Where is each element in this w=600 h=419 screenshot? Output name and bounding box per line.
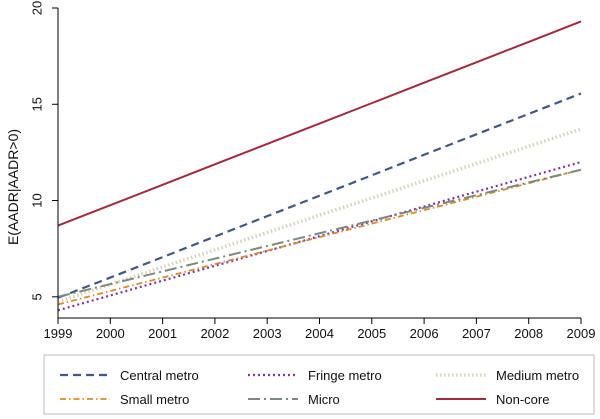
series-line-micro — [57, 168, 582, 298]
series-line-small-metro — [57, 168, 582, 306]
legend-label: Medium metro — [496, 368, 579, 383]
y-axis-label: E(AADR|AADR>0) — [5, 129, 21, 245]
x-tick-label: 2002 — [200, 326, 229, 341]
series-line-fringe-metro — [57, 160, 582, 312]
axes: 5 10 15 20 1999 2000 2001 2002 2003 2004 2005 2006 2… — [29, 1, 595, 341]
legend-label: Small metro — [120, 392, 189, 407]
x-tick-label: 2000 — [96, 326, 125, 341]
legend-label: Central metro — [120, 368, 199, 383]
legend-label: Non-core — [496, 392, 549, 407]
series-line-non-core — [57, 20, 582, 227]
x-tick-label: 2001 — [148, 326, 177, 341]
x-tick-label: 2006 — [410, 326, 439, 341]
series-line-central-metro — [57, 92, 582, 299]
x-tick-label: 2009 — [567, 326, 596, 341]
legend-box — [43, 354, 595, 415]
x-tick-label: 2004 — [305, 326, 334, 341]
series-line-medium-metro — [57, 127, 582, 304]
x-tick-label: 1999 — [44, 326, 73, 341]
y-tick-label: 5 — [29, 293, 44, 300]
y-tick-label: 15 — [29, 97, 44, 111]
legend: Central metro Fringe metro Medium metro Sma… — [43, 354, 595, 415]
legend-label: Micro — [308, 392, 340, 407]
y-tick-label: 20 — [29, 1, 44, 15]
x-tick-label: 2005 — [357, 326, 386, 341]
legend-label: Fringe metro — [308, 368, 382, 383]
x-tick-label: 2007 — [462, 326, 491, 341]
x-tick-label: 2008 — [514, 326, 543, 341]
x-tick-label: 2003 — [253, 326, 282, 341]
y-tick-label: 10 — [29, 193, 44, 207]
plot-area — [57, 20, 582, 312]
